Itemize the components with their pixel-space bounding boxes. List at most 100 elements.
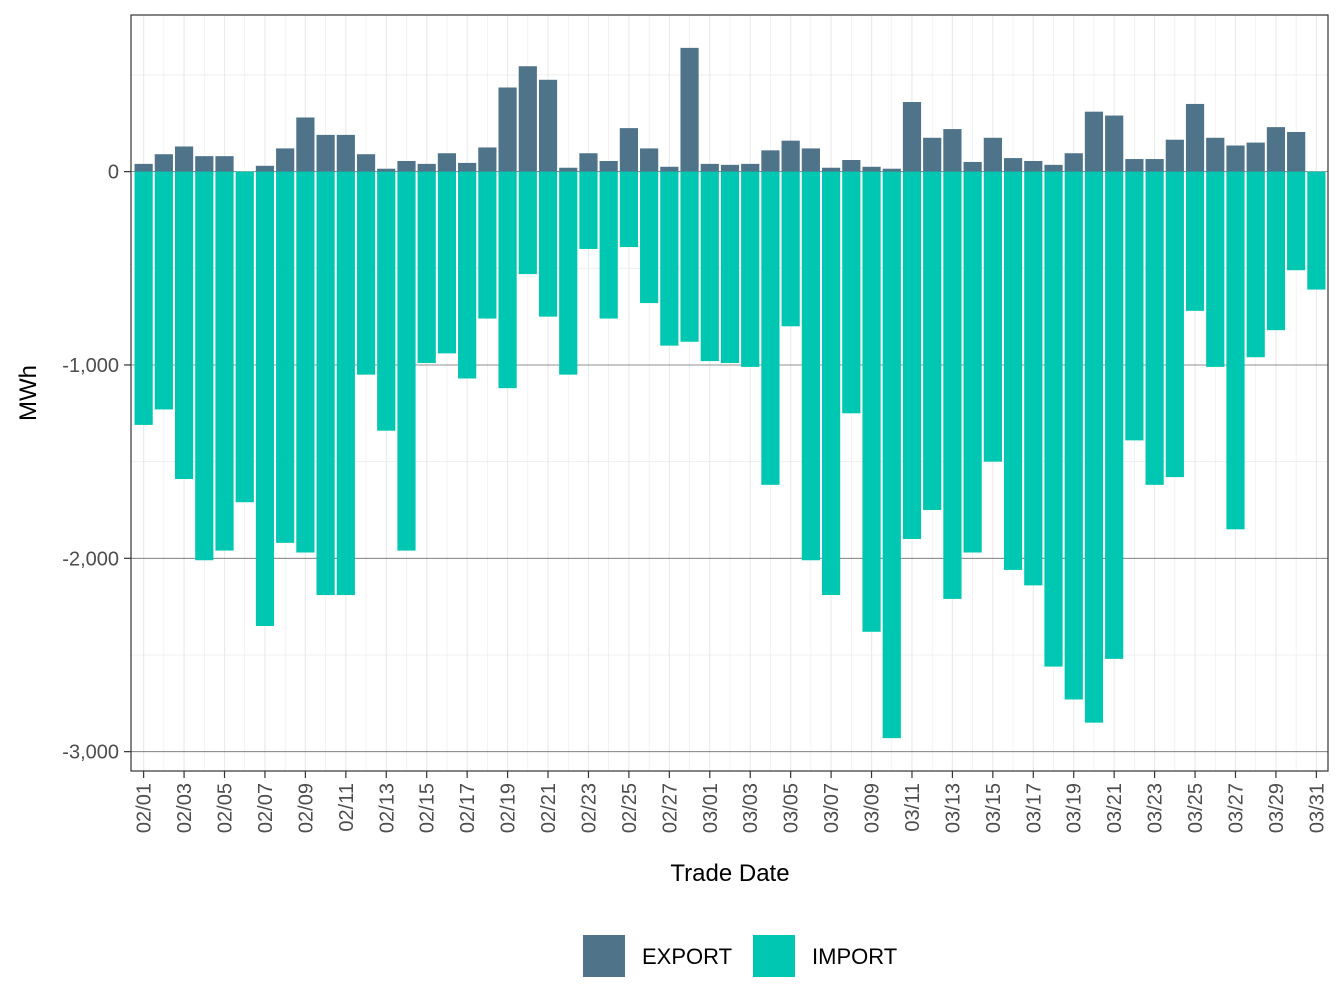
import-bar (700, 171, 719, 362)
import-bar (1044, 171, 1063, 667)
export-bar (882, 168, 901, 172)
export-bar (498, 87, 517, 172)
export-bar (437, 153, 457, 172)
export-bar (1246, 142, 1265, 172)
import-bar (174, 171, 194, 480)
import-bar (983, 171, 1002, 462)
x-tick-label: 03/11 (902, 783, 924, 832)
export-bar (356, 154, 376, 172)
import-bar (377, 171, 396, 431)
export-bar (902, 102, 922, 172)
import-bar (1024, 171, 1043, 586)
import-bar (741, 171, 760, 367)
export-bar (154, 154, 173, 172)
import-bar (943, 171, 962, 599)
export-bar (1125, 159, 1144, 172)
export-bar (255, 165, 275, 172)
import-bar (640, 171, 659, 304)
export-bar (417, 163, 436, 172)
x-tick-label: 03/29 (1266, 783, 1288, 833)
export-bar (195, 156, 214, 172)
import-bar (1226, 171, 1245, 530)
export-bar (923, 137, 942, 172)
export-bar (377, 168, 396, 172)
export-bar (1185, 103, 1205, 172)
export-bar (336, 134, 355, 172)
x-tick-label: 03/03 (740, 783, 762, 833)
import-bar (478, 171, 497, 319)
import-bar (154, 171, 173, 410)
export-bar (276, 148, 295, 172)
import-bar (276, 171, 295, 543)
import-bar (296, 171, 315, 553)
import-bar (195, 171, 214, 561)
import-bar (518, 171, 537, 275)
import-bar (923, 171, 942, 510)
import-bar (215, 171, 234, 551)
export-bar (538, 79, 558, 172)
x-tick-label: 03/09 (862, 783, 884, 833)
legend-label-import: IMPORT (812, 944, 897, 969)
x-tick-label: 03/27 (1225, 783, 1247, 833)
export-bar (660, 166, 679, 172)
legend-swatch-import (753, 935, 795, 977)
x-tick-label: 03/19 (1064, 783, 1086, 833)
import-bar (255, 171, 275, 626)
export-bar (478, 147, 497, 172)
export-bar (1165, 139, 1184, 172)
import-bar (781, 171, 800, 327)
export-bar (680, 47, 699, 172)
x-tick-label: 03/25 (1185, 783, 1207, 833)
legend-swatch-export (583, 935, 625, 977)
x-tick-label: 03/01 (700, 783, 722, 833)
y-axis: 0 -1,000 -2,000 -3,000 (62, 162, 131, 764)
x-tick-label: 02/09 (295, 783, 317, 833)
import-bar (963, 171, 982, 553)
x-tick-label: 03/21 (1104, 783, 1126, 833)
import-bar (1307, 171, 1326, 290)
export-bar (1003, 158, 1023, 172)
export-bar (741, 163, 760, 172)
x-tick-label: 03/31 (1306, 783, 1328, 833)
import-bar (538, 171, 558, 317)
export-bar (619, 128, 639, 172)
x-tick-label: 02/05 (215, 783, 237, 833)
export-bar (1024, 160, 1043, 172)
import-bar (842, 171, 861, 414)
import-bar (1165, 171, 1184, 478)
x-tick-label: 02/03 (174, 783, 196, 833)
import-bar (559, 171, 578, 375)
import-bar (1064, 171, 1083, 700)
export-bar (1064, 153, 1083, 172)
export-bar (296, 117, 315, 172)
x-tick-label: 02/13 (376, 783, 398, 833)
import-bar (1084, 171, 1104, 723)
export-bar (963, 161, 982, 172)
import-bar (1003, 171, 1023, 570)
y-tick-label: 0 (108, 162, 119, 184)
import-bar (498, 171, 517, 389)
bars (134, 47, 1326, 739)
x-axis: 02/01 02/03 02/05 02/07 02/09 02/11 02/13 02/15… (134, 771, 1328, 833)
x-tick-label: 03/13 (942, 783, 964, 833)
x-tick-label: 02/27 (659, 783, 681, 833)
export-bar (1266, 127, 1286, 172)
export-bar (821, 167, 841, 172)
export-bar (316, 134, 335, 172)
export-bar (700, 163, 719, 172)
legend-label-export: EXPORT (642, 944, 732, 969)
x-axis-title: Trade Date (670, 860, 789, 887)
export-bar (599, 160, 618, 172)
panel-border (130, 14, 1329, 772)
x-tick-label: 03/07 (821, 783, 843, 833)
x-tick-label: 03/15 (983, 783, 1005, 833)
export-bar (518, 66, 537, 172)
export-bar (781, 140, 800, 172)
x-tick-label: 02/11 (336, 783, 358, 832)
import-bar (862, 171, 881, 632)
y-tick-label: -1,000 (62, 355, 119, 377)
x-tick-label: 03/17 (1023, 783, 1045, 833)
export-bar (397, 160, 416, 172)
export-bar (1287, 131, 1306, 172)
